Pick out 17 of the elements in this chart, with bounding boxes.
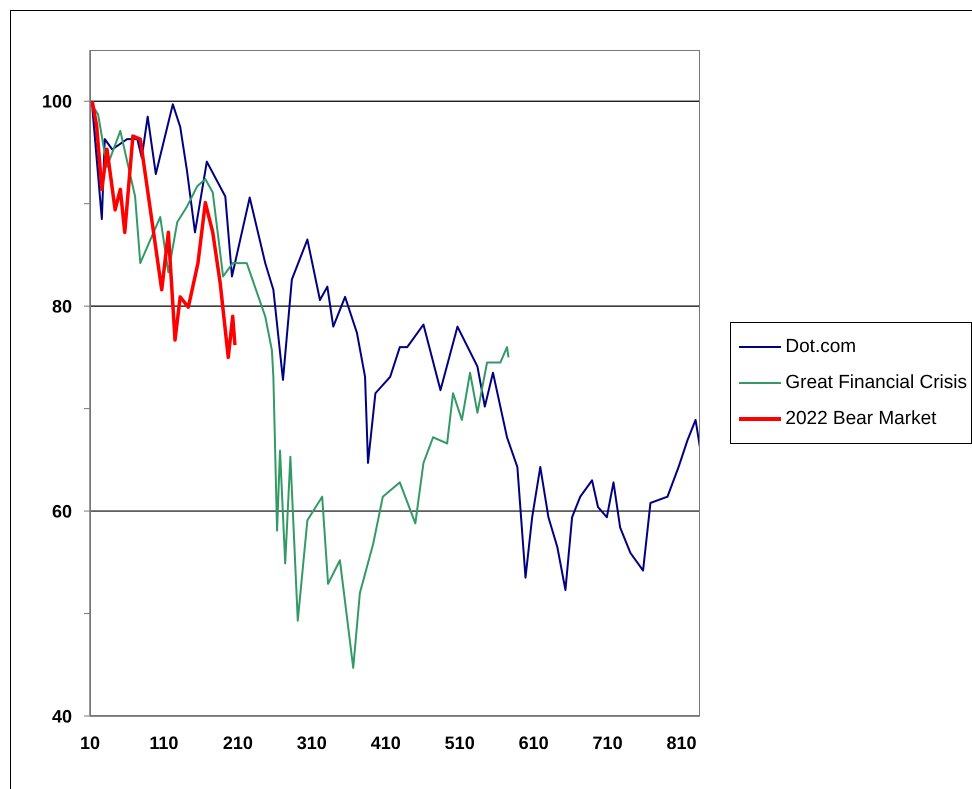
y-tick-label: 100 [42, 92, 72, 112]
x-tick-label: 10 [80, 732, 100, 753]
legend-label: Great Financial Crisis [785, 372, 967, 394]
y-tick-label: 80 [52, 296, 72, 317]
x-tick-label: 810 [666, 732, 697, 753]
x-tick-label: 310 [296, 732, 327, 753]
x-tick-label: 510 [444, 732, 475, 753]
x-tick-label: 610 [518, 732, 549, 753]
x-tick-label: 110 [149, 732, 178, 753]
x-tick-label: 410 [370, 732, 401, 753]
legend-label: 2022 Bear Market [785, 408, 936, 430]
legend-label: Dot.com [785, 336, 856, 358]
line-series [90, 99, 237, 360]
x-tick-label: 210 [222, 732, 253, 753]
y-tick-label: 60 [52, 501, 72, 522]
x-tick-label: 710 [592, 732, 623, 753]
y-tick-label: 40 [52, 706, 72, 726]
